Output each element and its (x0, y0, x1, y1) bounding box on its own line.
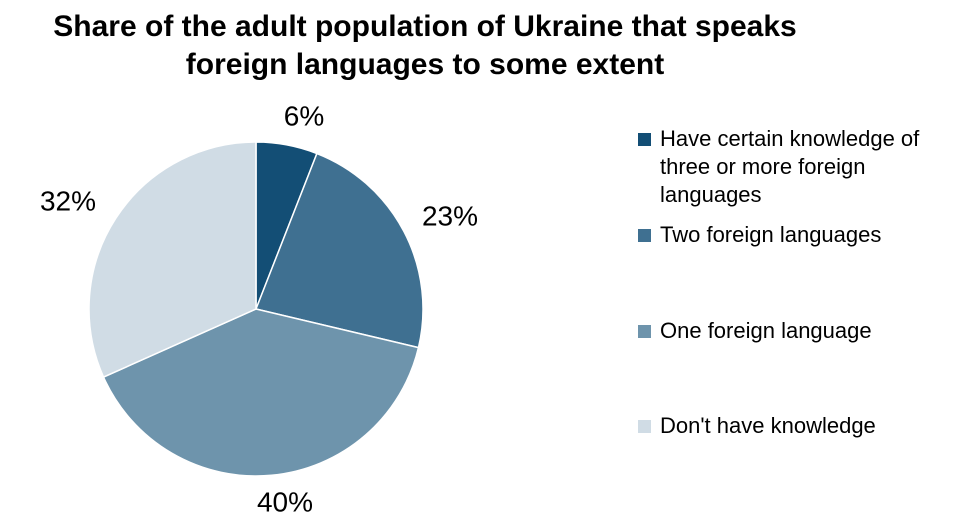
legend-label-line: Don't have knowledge (660, 413, 876, 438)
legend-label-none: Don't have knowledge (660, 412, 953, 440)
legend-label-two: Two foreign languages (660, 221, 953, 249)
legend: Have certain knowledge of three or more … (638, 0, 953, 531)
chart-title-line-1: Share of the adult population of Ukraine… (53, 10, 797, 43)
legend-label-line: One foreign language (660, 318, 872, 343)
legend-swatch-one (638, 325, 651, 338)
chart-title-line-2: foreign languages to some extent (185, 48, 665, 81)
legend-swatch-three-or-more (638, 133, 651, 146)
data-label-one: 40% (257, 486, 313, 517)
pie-slice-one (102, 308, 420, 477)
data-label-two: 23% (422, 200, 478, 231)
data-label-three-or-more: 6% (284, 100, 324, 131)
legend-label-one: One foreign language (660, 317, 953, 345)
pie-slice-two (254, 152, 424, 349)
legend-label-three-or-more: Have certain knowledge of three or more … (660, 125, 953, 209)
legend-label-line: Two foreign languages (660, 222, 882, 247)
pie-slice-none (88, 141, 257, 379)
legend-swatch-two (638, 229, 651, 242)
legend-swatch-none (638, 420, 651, 433)
legend-label-line: Have certain knowledge of (660, 126, 920, 151)
data-label-none: 32% (40, 185, 96, 216)
chart-title: Share of the adult population of Ukraine… (0, 8, 850, 84)
legend-label-line: languages (660, 182, 762, 207)
legend-label-line: three or more foreign (660, 154, 866, 179)
